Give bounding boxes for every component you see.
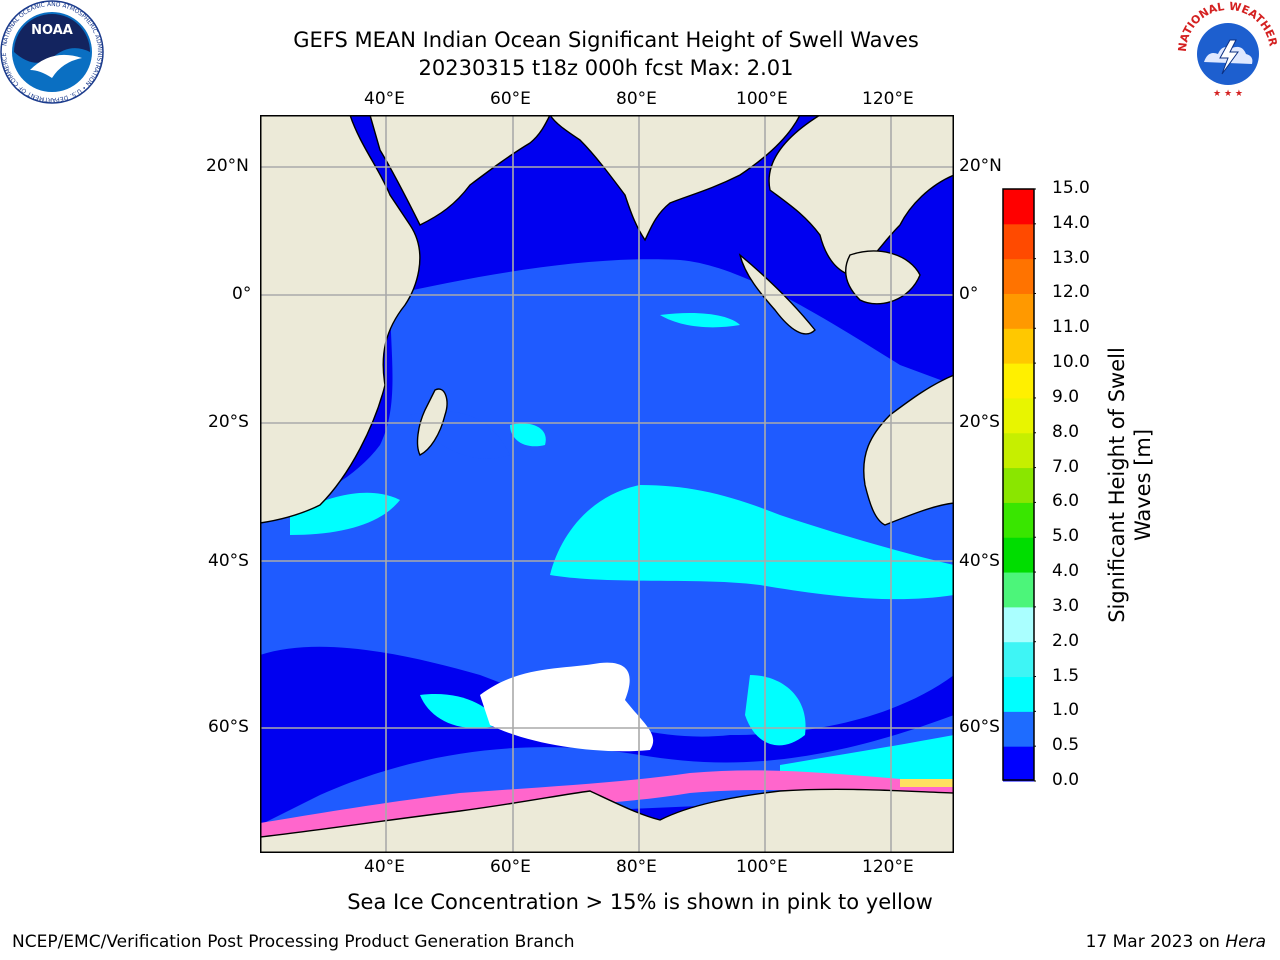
colorbar-tick-label: 7.0 bbox=[1052, 456, 1080, 477]
colorbar-tick-label: 12.0 bbox=[1052, 282, 1090, 303]
sea-ice-fringe bbox=[260, 770, 954, 837]
lat-label-left: 40°S bbox=[208, 551, 249, 571]
lon-label-bottom: 120°E bbox=[862, 857, 914, 877]
lat-label-left: 60°S bbox=[208, 717, 249, 737]
nws-logo: NATIONAL WEATHER SERVICE ★ ★ ★ bbox=[1176, 0, 1280, 102]
colorbar-tick-label: 3.0 bbox=[1052, 595, 1080, 616]
colorbar-tick-label: 15.0 bbox=[1052, 178, 1090, 198]
colorbar-segment bbox=[1003, 606, 1034, 643]
colorbar-segment bbox=[1003, 363, 1034, 399]
colorbar-segment bbox=[1003, 641, 1034, 678]
lon-label-bottom: 100°E bbox=[736, 857, 788, 877]
lat-label-right: 20°S bbox=[959, 412, 1000, 432]
colorbar-title-line1: Significant Height of Swell bbox=[1105, 347, 1129, 623]
colorbar-tick-label: 9.0 bbox=[1052, 386, 1080, 407]
lat-label-right: 40°S bbox=[959, 551, 1000, 571]
lon-label-top: 80°E bbox=[616, 89, 657, 109]
lat-label-left: 0° bbox=[232, 284, 252, 304]
colorbar-segment bbox=[1003, 537, 1034, 573]
land-india bbox=[549, 115, 801, 242]
svg-text:NOAA: NOAA bbox=[31, 23, 73, 38]
lon-label-top: 120°E bbox=[862, 89, 914, 109]
land-arabia bbox=[369, 115, 551, 226]
colorbar-tick-label: 13.0 bbox=[1052, 247, 1090, 268]
land-borneo bbox=[844, 250, 921, 305]
footer-date: 17 Mar 2023 on Hera bbox=[1086, 932, 1266, 952]
colorbar-tick-label: 14.0 bbox=[1052, 212, 1090, 233]
lon-label-bottom: 40°E bbox=[364, 857, 405, 877]
footer-date-text: 17 Mar 2023 on bbox=[1085, 932, 1220, 952]
lat-label-right: 0° bbox=[959, 284, 979, 304]
lat-label-right: 60°S bbox=[959, 717, 1000, 737]
no-data-area bbox=[480, 662, 654, 752]
map-title: GEFS MEAN Indian Ocean Significant Heigh… bbox=[293, 28, 919, 52]
colorbar-title: Significant Height of Swell Waves [m] bbox=[1104, 347, 1156, 623]
swell-band-1.0-1.5 bbox=[660, 313, 740, 328]
map-subtitle: 20230315 t18z 000h fcst Max: 2.01 bbox=[418, 56, 794, 80]
colorbar-segment bbox=[1003, 572, 1034, 608]
noaa-logo: NATIONAL OCEANIC AND ATMOSPHERIC ADMINIS… bbox=[0, 0, 104, 104]
colorbar-tick-label: 5.0 bbox=[1052, 526, 1080, 547]
colorbar-segment bbox=[1003, 467, 1034, 503]
land-southeast-asia bbox=[768, 115, 954, 276]
colorbar-tick-label: 8.0 bbox=[1052, 421, 1080, 442]
colorbar-tick-label: 11.0 bbox=[1052, 317, 1090, 338]
lon-label-bottom: 60°E bbox=[490, 857, 531, 877]
land-australia bbox=[863, 374, 954, 526]
lon-label-top: 40°E bbox=[364, 89, 405, 109]
colorbar-title-line2: Waves [m] bbox=[1131, 428, 1155, 542]
colorbar-segment bbox=[1003, 502, 1034, 538]
colorbar-segment bbox=[1003, 432, 1034, 469]
colorbar-tick-label: 4.0 bbox=[1052, 561, 1080, 582]
swell-band-1.0-1.5 bbox=[550, 485, 954, 600]
swell-band-1.0-1.5 bbox=[510, 423, 546, 447]
colorbar-tick-label: 1.5 bbox=[1052, 665, 1080, 686]
swell-height-map bbox=[260, 115, 954, 853]
sea-ice-fringe bbox=[900, 779, 954, 787]
colorbar-tick-label: 10.0 bbox=[1052, 352, 1090, 373]
colorbar-tick-label: 0.0 bbox=[1052, 770, 1080, 790]
colorbar-segment bbox=[1003, 189, 1034, 225]
land-madagascar bbox=[416, 388, 448, 456]
colorbar-segment bbox=[1003, 711, 1034, 747]
colorbar-segment bbox=[1003, 293, 1034, 329]
colorbar-tick-label: 1.0 bbox=[1052, 700, 1080, 721]
colorbar bbox=[1002, 188, 1036, 782]
colorbar-segment bbox=[1003, 746, 1034, 782]
colorbar-segment bbox=[1003, 223, 1034, 260]
sea-ice-note: Sea Ice Concentration > 15% is shown in … bbox=[347, 890, 933, 914]
colorbar-tick-label: 6.0 bbox=[1052, 491, 1080, 512]
footer-branch: NCEP/EMC/Verification Post Processing Pr… bbox=[12, 932, 575, 952]
swell-band-1.0-1.5 bbox=[420, 694, 500, 729]
svg-text:★ ★ ★: ★ ★ ★ bbox=[1213, 89, 1243, 99]
colorbar-segment bbox=[1003, 328, 1034, 364]
colorbar-segment bbox=[1003, 397, 1034, 434]
land-antarctica bbox=[260, 788, 954, 853]
lat-label-left: 20°N bbox=[206, 156, 249, 176]
lon-label-bottom: 80°E bbox=[616, 857, 657, 877]
lat-label-left: 20°S bbox=[208, 412, 249, 432]
colorbar-segment bbox=[1003, 676, 1034, 712]
footer-machine: Hera bbox=[1225, 932, 1266, 952]
lon-label-top: 100°E bbox=[736, 89, 788, 109]
colorbar-segment bbox=[1003, 258, 1034, 294]
colorbar-tick-label: 0.5 bbox=[1052, 735, 1080, 756]
lon-label-top: 60°E bbox=[490, 89, 531, 109]
graticule bbox=[260, 115, 954, 853]
lat-label-right: 20°N bbox=[959, 156, 1002, 176]
colorbar-tick-label: 2.0 bbox=[1052, 630, 1080, 651]
